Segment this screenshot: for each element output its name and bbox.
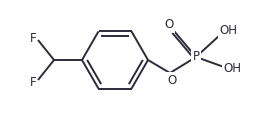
Text: F: F <box>30 75 36 88</box>
Text: F: F <box>30 31 36 45</box>
Text: OH: OH <box>219 24 237 37</box>
Text: P: P <box>192 51 199 63</box>
Text: O: O <box>167 73 177 87</box>
Text: OH: OH <box>223 63 241 75</box>
Text: O: O <box>164 18 174 31</box>
